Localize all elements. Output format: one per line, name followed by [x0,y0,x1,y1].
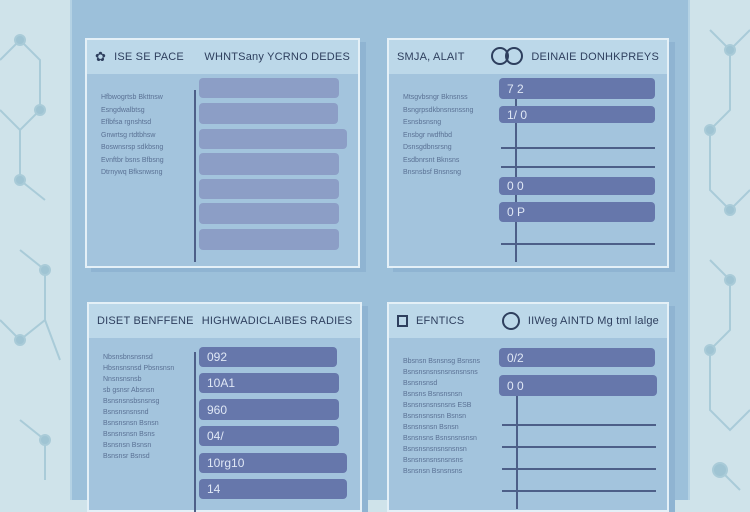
panel-top-left: ✿ ISE SE PACE WHNTSany YCRNO DEDES Hfbwo… [85,38,360,268]
panel-title: SMJA, ALAIT [397,51,465,63]
bar[interactable]: 0 0 [499,375,657,396]
grid-line [501,166,655,168]
panel-header: EFNTICS IIWeg AINTD Mg tml lalge [389,304,667,338]
panel-subtitle: DEINAIE DONHKPREYS [531,51,659,63]
list-label: Bsnsnsnsn Bsns [103,431,155,438]
list-label: Boswnsrsp sdkbsng [101,144,164,151]
grid-line [501,243,655,245]
panel-subtitle: WHNTSany YCRNO DEDES [204,51,350,63]
list-label: Bsnsnsnsnsnsnsnsn [403,446,467,453]
list-label: Hfbwogrtsb Bkttnsw [101,94,163,101]
bar[interactable] [199,78,339,98]
list-label: Bsnsns Bsnsnsnsn [403,391,463,398]
grid-line [502,468,656,470]
list-label: Esngdwalbtsg [101,106,145,114]
document-icon [397,315,408,327]
axis-line [194,352,196,512]
list-label: Dsnsgdbnsrsng [403,144,452,151]
label-list: Bbsnsn Bsnsnsg Bsnsns Bsnsnsnsnsnsnsnsns… [403,356,480,477]
bar[interactable]: 092 [199,347,337,367]
list-label: Bsnsnsns Bsnsnsnsnsn [403,435,477,442]
label-list: Hfbwogrtsb Bkttnsw Esngdwalbtsg Eflbfsa … [101,92,164,180]
list-label: Ensbgr rwdfhbd [403,131,453,139]
list-label: sb gsnsr Absnsn [103,387,155,394]
bar[interactable]: 0 P [499,202,655,222]
circle-icon [501,312,520,330]
list-label: Bbsnsn Bsnsnsg Bsnsns [403,358,481,365]
list-label: Bsnsnsnsn Bsnsn [103,420,159,427]
flower-logo-icon: ✿ [95,49,107,64]
panel-subtitle: IIWeg AINTD Mg tml lalge [527,315,659,327]
grid-line [501,147,655,149]
axis-line [194,90,196,262]
list-label: Bsnsnsr Bsnsd [103,453,150,460]
label-list: Mtsgvbsngr Bknsnss Bsngrpsdkbnsnsnssng E… [403,92,473,180]
panel-title: ISE SE PACE [114,51,184,63]
bar[interactable] [199,229,339,250]
list-label: Nbsnsbnsnsnsd [103,354,153,361]
list-label: Evnftbr bsns Bfbsng [101,156,164,164]
bar[interactable] [199,129,347,149]
bar[interactable] [199,103,338,124]
list-label: Eflbfsa rgnshtsd [101,119,152,126]
bar[interactable]: 7 2 [499,78,655,99]
list-label: Mtsgvbsngr Bknsnss [403,94,468,101]
list-label: Bsnsnsnsnsn Bsnsn [403,413,467,420]
list-label: Dtrnywq Bfksnwsng [101,169,163,176]
molecule-pattern-background [0,29,750,491]
bar[interactable] [199,203,339,224]
panel-header: DISET BENFFENE HIGHWADICLAIBES RADIES [89,304,360,338]
panel-title: DISET BENFFENE [97,315,194,327]
bar[interactable]: 10rg10 [199,453,347,473]
bar[interactable] [199,153,339,175]
panel-bottom-right: EFNTICS IIWeg AINTD Mg tml lalge Bbsnsn … [387,302,669,512]
list-label: Nnsnsnsnsb [103,376,142,383]
list-label: Esdbnrsnt Bknsns [403,156,460,164]
bar[interactable]: 14 [199,479,347,499]
list-label: Bnsnsbsf Bnsnsng [403,169,461,176]
panel-title: EFNTICS [416,315,465,327]
list-label: Bsnsnsnsnsnsnsnsnsns [403,369,478,376]
axis-line [515,90,517,262]
list-label: Bsnsnsnsnsnsnsns [403,457,463,464]
bar[interactable]: 04/ [199,426,339,446]
panel-subtitle: HIGHWADICLAIBES RADIES [201,315,353,327]
axis-line [516,394,518,509]
list-label: Bsngrpsdkbnsnsnssng [403,106,474,114]
panel-header: SMJA, ALAIT DEINAIE DONHKPREYS [389,40,667,74]
bar[interactable]: 0 0 [499,177,655,195]
grid-line [502,446,656,448]
list-label: Bsnsnsn Bsnsn [103,442,152,449]
list-label: Bsnsnsnsd [403,380,438,387]
list-label: Bsnsnsnsn Bsnsn [403,424,459,431]
panel-header: ✿ ISE SE PACE WHNTSany YCRNO DEDES [87,40,358,74]
bar[interactable] [199,179,339,199]
bar[interactable]: 960 [199,399,339,420]
list-label: Bsnsnsnsbsnsnsg [103,398,160,405]
bar[interactable]: 1/ 0 [499,106,655,123]
list-label: Hbsnsnsnsd Pbsnsnsn [103,365,175,372]
infinity-icon [491,46,524,68]
label-list: Nbsnsbnsnsnsd Hbsnsnsnsd Pbsnsnsn Nnsnsn… [103,352,174,462]
list-label: Bsnsnsnsnsnsns ESB [403,402,472,409]
bar[interactable]: 10A1 [199,373,339,393]
grid-line [502,490,656,492]
list-label: Bsnsnsn Bsnsnsns [403,468,463,475]
grid-line [502,424,656,426]
panel-top-right: SMJA, ALAIT DEINAIE DONHKPREYS Mtsgvbsng… [387,38,669,268]
list-label: Gnwrtsg rtdtbhsw [101,131,156,139]
bar[interactable]: 0/2 [499,348,655,367]
panel-bottom-left: DISET BENFFENE HIGHWADICLAIBES RADIES Nb… [87,302,362,512]
list-label: Bsnsnsnsnsnd [103,409,149,416]
list-label: Esnsbsnsng [403,119,442,126]
